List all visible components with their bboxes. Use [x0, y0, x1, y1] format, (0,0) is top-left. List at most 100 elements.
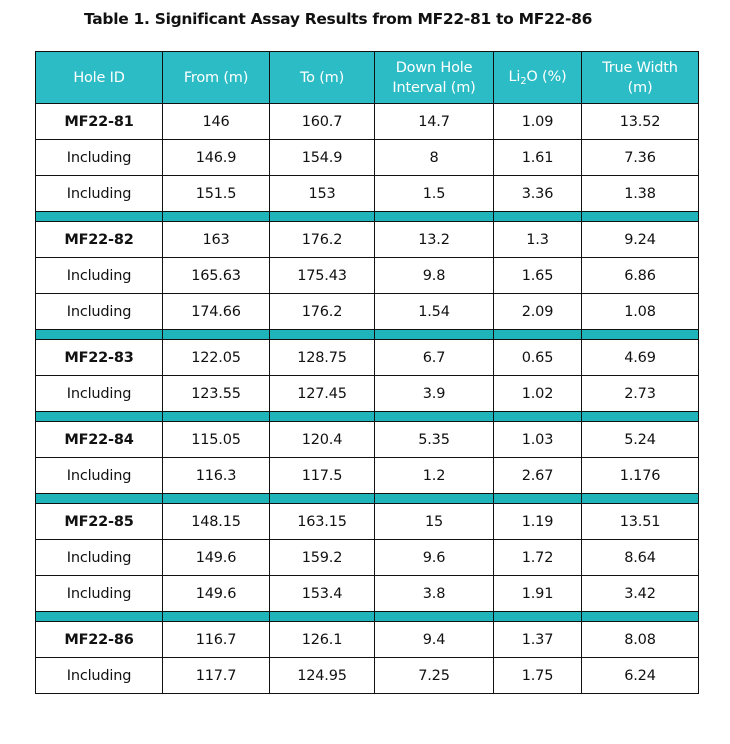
header-true-width-line2: (m) — [627, 79, 653, 96]
cell-hole: Including — [35, 539, 163, 576]
hole-separator-row — [35, 611, 699, 622]
cell-hole: Including — [35, 457, 163, 494]
cell-from: 149.6 — [162, 575, 270, 612]
cell-to: 126.1 — [269, 621, 375, 658]
hole-separator-row — [35, 493, 699, 504]
cell-li2o: 0.65 — [493, 339, 582, 376]
cell-hole: MF22-81 — [35, 103, 163, 140]
separator-cell — [374, 411, 494, 422]
separator-cell — [269, 211, 375, 222]
separator-cell — [35, 493, 163, 504]
header-li2o: Li2O (%) — [493, 51, 582, 104]
cell-interval: 9.8 — [374, 257, 494, 294]
cell-true-width: 1.08 — [581, 293, 699, 330]
cell-from: 149.6 — [162, 539, 270, 576]
including-row: Including 146.9 154.9 8 1.61 7.36 — [35, 139, 699, 176]
separator-cell — [374, 329, 494, 340]
cell-to: 175.43 — [269, 257, 375, 294]
separator-cell — [493, 611, 582, 622]
separator-cell — [581, 493, 699, 504]
header-interval: Down Hole Interval (m) — [374, 51, 494, 104]
cell-to: 153 — [269, 175, 375, 212]
separator-cell — [162, 329, 270, 340]
cell-interval: 5.35 — [374, 421, 494, 458]
including-row: Including 117.7 124.95 7.25 1.75 6.24 — [35, 657, 699, 694]
separator-cell — [493, 211, 582, 222]
separator-cell — [162, 411, 270, 422]
cell-interval: 6.7 — [374, 339, 494, 376]
separator-cell — [493, 329, 582, 340]
cell-true-width: 13.52 — [581, 103, 699, 140]
including-row: Including 165.63 175.43 9.8 1.65 6.86 — [35, 257, 699, 294]
cell-interval: 15 — [374, 503, 494, 540]
cell-li2o: 1.3 — [493, 221, 582, 258]
cell-from: 148.15 — [162, 503, 270, 540]
including-row: Including 149.6 153.4 3.8 1.91 3.42 — [35, 575, 699, 612]
cell-interval: 1.54 — [374, 293, 494, 330]
cell-li2o: 1.02 — [493, 375, 582, 412]
cell-li2o: 1.65 — [493, 257, 582, 294]
separator-cell — [162, 611, 270, 622]
separator-cell — [269, 329, 375, 340]
cell-hole: MF22-86 — [35, 621, 163, 658]
hole-separator-row — [35, 329, 699, 340]
cell-li2o: 1.75 — [493, 657, 582, 694]
cell-hole: MF22-85 — [35, 503, 163, 540]
cell-from: 146.9 — [162, 139, 270, 176]
cell-li2o: 1.61 — [493, 139, 582, 176]
cell-to: 124.95 — [269, 657, 375, 694]
cell-to: 160.7 — [269, 103, 375, 140]
cell-interval: 9.6 — [374, 539, 494, 576]
cell-from: 146 — [162, 103, 270, 140]
cell-to: 154.9 — [269, 139, 375, 176]
cell-li2o: 1.72 — [493, 539, 582, 576]
cell-true-width: 2.73 — [581, 375, 699, 412]
hole-row: MF22-85 148.15 163.15 15 1.19 13.51 — [35, 503, 699, 540]
cell-hole: MF22-83 — [35, 339, 163, 376]
cell-li2o: 3.36 — [493, 175, 582, 212]
including-row: Including 149.6 159.2 9.6 1.72 8.64 — [35, 539, 699, 576]
cell-interval: 8 — [374, 139, 494, 176]
cell-to: 159.2 — [269, 539, 375, 576]
cell-interval: 7.25 — [374, 657, 494, 694]
cell-true-width: 8.64 — [581, 539, 699, 576]
cell-li2o: 2.09 — [493, 293, 582, 330]
including-row: Including 123.55 127.45 3.9 1.02 2.73 — [35, 375, 699, 412]
including-row: Including 174.66 176.2 1.54 2.09 1.08 — [35, 293, 699, 330]
cell-to: 163.15 — [269, 503, 375, 540]
separator-cell — [269, 493, 375, 504]
cell-li2o: 1.91 — [493, 575, 582, 612]
including-row: Including 151.5 153 1.5 3.36 1.38 — [35, 175, 699, 212]
cell-to: 117.5 — [269, 457, 375, 494]
separator-cell — [35, 329, 163, 340]
cell-from: 115.05 — [162, 421, 270, 458]
cell-interval: 13.2 — [374, 221, 494, 258]
cell-from: 116.3 — [162, 457, 270, 494]
header-true-width: True Width (m) — [581, 51, 699, 104]
cell-from: 123.55 — [162, 375, 270, 412]
separator-cell — [374, 611, 494, 622]
header-li2o-pre: Li — [508, 68, 521, 85]
header-true-width-line1: True Width — [602, 59, 678, 76]
cell-true-width: 7.36 — [581, 139, 699, 176]
separator-cell — [35, 411, 163, 422]
cell-from: 174.66 — [162, 293, 270, 330]
cell-true-width: 8.08 — [581, 621, 699, 658]
table-header-row: Hole ID From (m) To (m) Down Hole Interv… — [35, 51, 699, 104]
cell-from: 151.5 — [162, 175, 270, 212]
hole-row: MF22-86 116.7 126.1 9.4 1.37 8.08 — [35, 621, 699, 658]
header-interval-line1: Down Hole — [395, 59, 473, 76]
cell-from: 117.7 — [162, 657, 270, 694]
cell-hole: Including — [35, 257, 163, 294]
cell-li2o: 2.67 — [493, 457, 582, 494]
cell-true-width: 4.69 — [581, 339, 699, 376]
cell-hole: Including — [35, 575, 163, 612]
cell-hole: MF22-82 — [35, 221, 163, 258]
cell-true-width: 9.24 — [581, 221, 699, 258]
cell-true-width: 5.24 — [581, 421, 699, 458]
table-caption: Table 1. Significant Assay Results from … — [84, 10, 593, 28]
cell-hole: Including — [35, 139, 163, 176]
separator-cell — [35, 211, 163, 222]
separator-cell — [581, 329, 699, 340]
cell-interval: 14.7 — [374, 103, 494, 140]
